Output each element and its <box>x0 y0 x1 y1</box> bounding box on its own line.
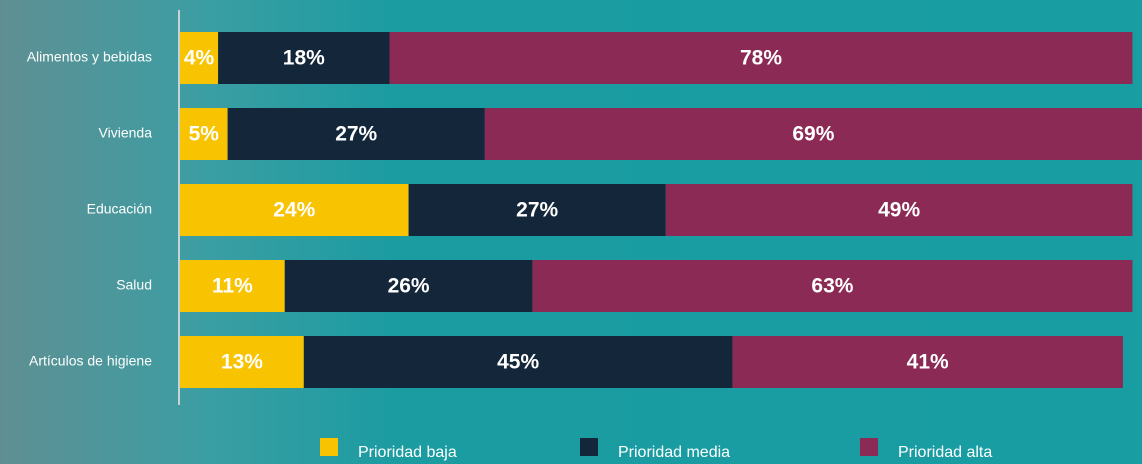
legend-label: Prioridad media <box>618 444 730 461</box>
value-label: 27% <box>335 123 377 146</box>
category-label: Educación <box>87 201 152 217</box>
value-label: 11% <box>212 275 253 298</box>
legend-label: Prioridad alta <box>898 444 992 461</box>
chart: Alimentos y bebidas 4% 18% 78% Vivienda 5% 27%… <box>0 0 1142 464</box>
value-label: 45% <box>497 351 539 374</box>
legend-label: Prioridad baja <box>358 444 457 461</box>
value-label: 4% <box>184 47 215 70</box>
value-label: 13% <box>221 351 263 374</box>
value-label: 69% <box>792 123 834 146</box>
value-label: 18% <box>283 47 325 70</box>
value-label: 63% <box>811 275 853 298</box>
category-label: Vivienda <box>99 125 153 141</box>
value-label: 26% <box>388 275 430 298</box>
value-label: 24% <box>273 199 315 222</box>
value-label: 49% <box>878 199 920 222</box>
category-label: Salud <box>116 277 152 293</box>
category-label: Artículos de higiene <box>29 353 152 369</box>
value-label: 5% <box>189 123 220 146</box>
value-label: 78% <box>740 47 782 70</box>
value-label: 41% <box>907 351 949 374</box>
legend-swatch <box>320 438 338 456</box>
legend-swatch <box>860 438 878 456</box>
category-label: Alimentos y bebidas <box>27 49 152 65</box>
value-label: 27% <box>516 199 558 222</box>
legend-swatch <box>580 438 598 456</box>
